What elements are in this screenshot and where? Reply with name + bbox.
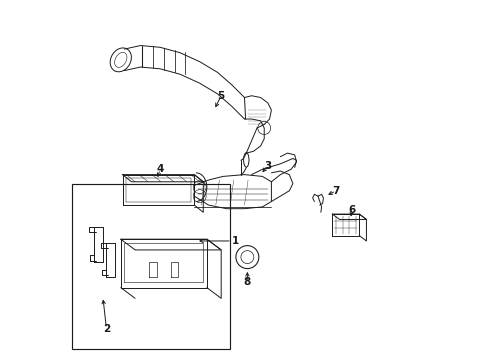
Text: 1: 1 (231, 236, 239, 246)
Text: 2: 2 (102, 324, 110, 334)
Text: 5: 5 (217, 91, 224, 101)
Text: 3: 3 (264, 161, 271, 171)
Text: 6: 6 (348, 206, 355, 216)
Text: 4: 4 (156, 164, 163, 174)
Text: 8: 8 (243, 277, 250, 287)
Text: 7: 7 (331, 186, 339, 196)
Bar (72, 184, 230, 348)
